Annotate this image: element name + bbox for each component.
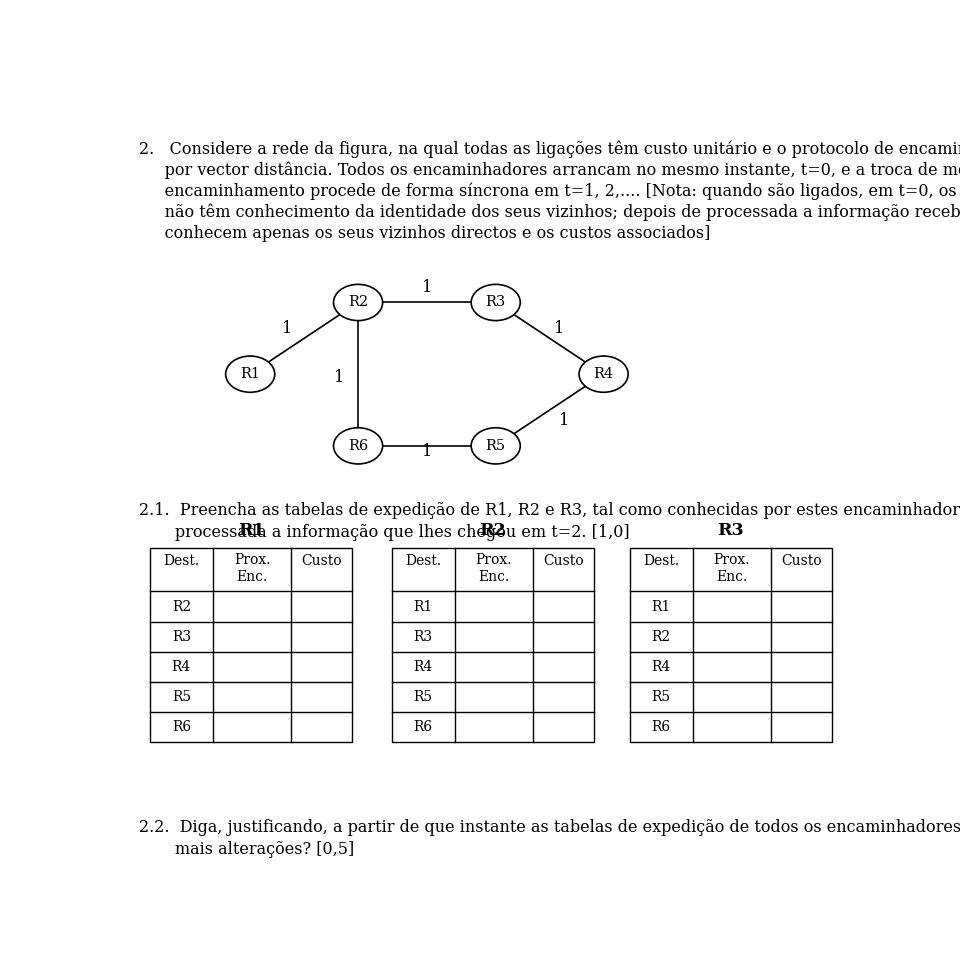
Text: R1: R1	[240, 368, 260, 381]
Text: por vector distância. Todos os encaminhadores arrancam no mesmo instante, t=0, e: por vector distância. Todos os encaminha…	[138, 162, 960, 179]
Ellipse shape	[471, 427, 520, 464]
Text: Custo: Custo	[543, 554, 584, 567]
Text: 2.2.  Diga, justificando, a partir de que instante as tabelas de expedição de to: 2.2. Diga, justificando, a partir de que…	[138, 819, 960, 836]
Text: R1: R1	[652, 600, 671, 613]
Text: R5: R5	[486, 439, 506, 453]
Text: R5: R5	[414, 690, 433, 705]
Ellipse shape	[333, 284, 383, 320]
Text: 1: 1	[282, 320, 293, 337]
Text: R6: R6	[652, 720, 671, 734]
Text: R2: R2	[348, 296, 368, 310]
Text: Dest.: Dest.	[643, 554, 680, 567]
Text: 1: 1	[554, 320, 564, 337]
Text: Dest.: Dest.	[163, 554, 200, 567]
Text: R1: R1	[414, 600, 433, 613]
Bar	[392, 548, 594, 743]
Text: 1: 1	[422, 279, 432, 296]
Text: Custo: Custo	[301, 554, 342, 567]
Ellipse shape	[471, 284, 520, 320]
Bar	[630, 548, 832, 743]
Text: R6: R6	[414, 720, 433, 734]
Text: R3: R3	[172, 630, 191, 644]
Ellipse shape	[226, 356, 275, 392]
Text: mais alterações? [0,5]: mais alterações? [0,5]	[138, 841, 354, 858]
Text: R3: R3	[414, 630, 433, 644]
Text: R6: R6	[348, 439, 369, 453]
Text: R6: R6	[172, 720, 191, 734]
Text: 1: 1	[559, 413, 569, 429]
Text: 1: 1	[334, 369, 345, 386]
Text: 2.1.  Preencha as tabelas de expedição de R1, R2 e R3, tal como conhecidas por e: 2.1. Preencha as tabelas de expedição de…	[138, 503, 960, 519]
Text: Prox.: Prox.	[713, 553, 750, 566]
Text: R2: R2	[479, 521, 506, 539]
Text: R2: R2	[172, 600, 191, 613]
Text: conhecem apenas os seus vizinhos directos e os custos associados]: conhecem apenas os seus vizinhos directo…	[138, 224, 710, 242]
Text: não têm conhecimento da identidade dos seus vizinhos; depois de processada a inf: não têm conhecimento da identidade dos s…	[138, 204, 960, 221]
Text: R5: R5	[652, 690, 671, 705]
Text: processada a informação que lhes chegou em t=2. [1,0]: processada a informação que lhes chegou …	[138, 523, 629, 541]
Text: Enc.: Enc.	[236, 570, 268, 584]
Text: Dest.: Dest.	[405, 554, 442, 567]
Text: R1: R1	[238, 521, 264, 539]
Ellipse shape	[579, 356, 628, 392]
Bar	[150, 548, 352, 743]
Text: Prox.: Prox.	[475, 553, 512, 566]
Text: 1: 1	[422, 443, 432, 460]
Text: 2.   Considere a rede da figura, na qual todas as ligações têm custo unitário e : 2. Considere a rede da figura, na qual t…	[138, 140, 960, 158]
Text: R3: R3	[486, 296, 506, 310]
Text: R5: R5	[172, 690, 191, 705]
Text: Enc.: Enc.	[716, 570, 748, 584]
Text: R4: R4	[593, 368, 613, 381]
Text: R2: R2	[652, 630, 671, 644]
Text: encaminhamento procede de forma síncrona em t=1, 2,.... [Nota: quando são ligado: encaminhamento procede de forma síncrona…	[138, 182, 960, 200]
Text: R4: R4	[172, 660, 191, 674]
Text: R3: R3	[717, 521, 744, 539]
Text: R4: R4	[414, 660, 433, 674]
Text: Prox.: Prox.	[234, 553, 271, 566]
Ellipse shape	[333, 427, 383, 464]
Text: R4: R4	[652, 660, 671, 674]
Text: Enc.: Enc.	[478, 570, 510, 584]
Text: Custo: Custo	[781, 554, 822, 567]
